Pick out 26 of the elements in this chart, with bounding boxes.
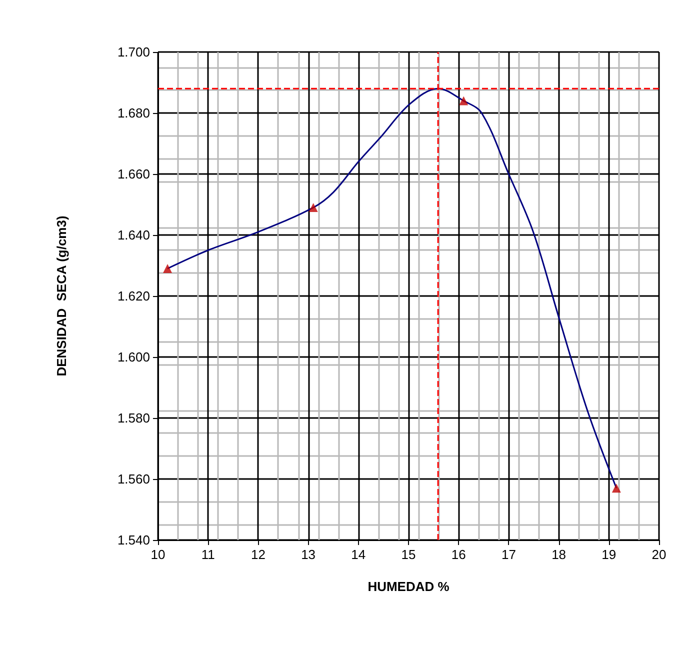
x-tick-label: 19 bbox=[602, 547, 616, 562]
x-tick-label: 20 bbox=[652, 547, 666, 562]
x-tick-label: 13 bbox=[301, 547, 316, 562]
y-axis-title: DENSIDAD SECA (g/cm3) bbox=[54, 216, 69, 376]
x-tick-label: 10 bbox=[150, 547, 166, 562]
y-tick-label: 1.700 bbox=[117, 44, 150, 60]
point bbox=[163, 264, 172, 274]
point bbox=[308, 203, 318, 212]
x-tick-label: 12 bbox=[250, 547, 266, 562]
y-tick-label: 1.660 bbox=[117, 166, 150, 182]
point bbox=[612, 484, 621, 493]
y-tick-label: 1.560 bbox=[117, 472, 150, 486]
y-tick-label: 1.600 bbox=[117, 350, 150, 364]
x-tick-label: 17 bbox=[501, 547, 516, 562]
y-tick-label: 1.640 bbox=[117, 228, 150, 242]
y-tick-label: 1.540 bbox=[117, 532, 150, 548]
y-tick-label: 1.680 bbox=[117, 106, 150, 120]
x-axis-title: HUMEDAD % bbox=[368, 579, 450, 594]
y-tick-label: 1.580 bbox=[117, 410, 150, 426]
x-tick-label: 14 bbox=[351, 547, 366, 562]
point bbox=[459, 96, 468, 106]
x-tick-label: 18 bbox=[552, 547, 566, 562]
x-tick-label: 11 bbox=[201, 547, 215, 562]
x-tick-label: 16 bbox=[451, 547, 466, 562]
x-tick-label: 15 bbox=[401, 547, 416, 562]
y-tick-label: 1.620 bbox=[117, 288, 150, 304]
